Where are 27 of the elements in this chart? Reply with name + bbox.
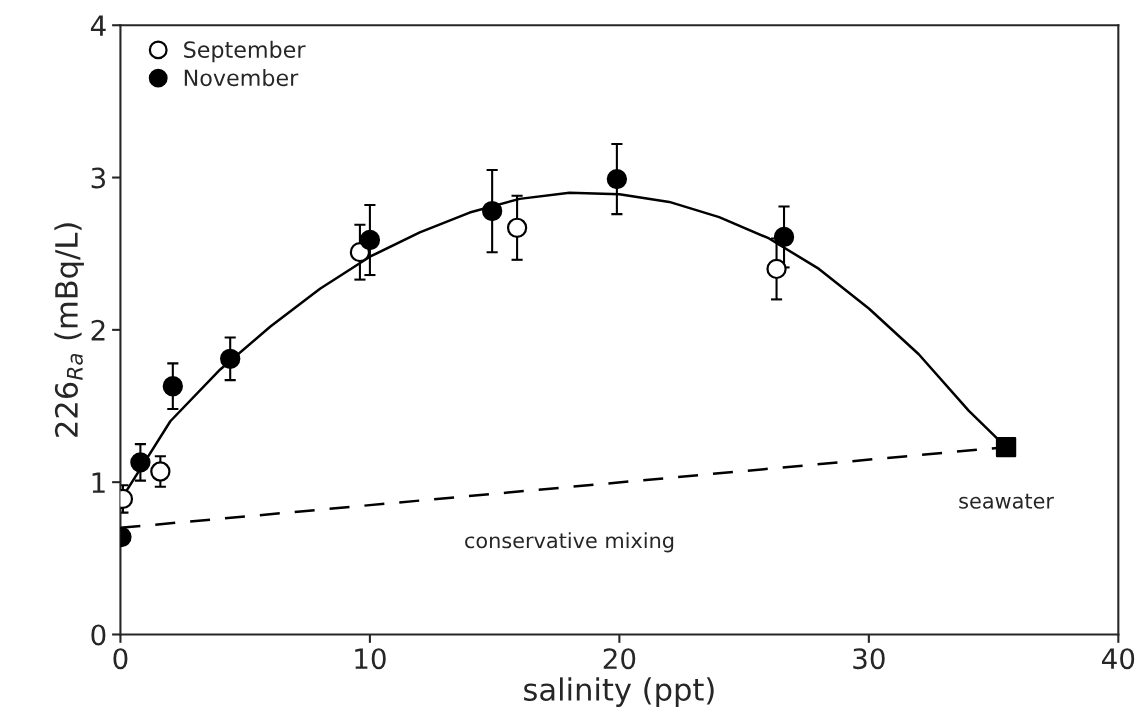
annotation: conservative mixing — [465, 532, 674, 553]
point — [162, 376, 183, 397]
y-tick-label: 3 — [91, 167, 106, 189]
annotation: seawater — [959, 493, 1054, 509]
y-axis-title: 226$_{Ra}$ (mBq/L) — [54, 223, 84, 437]
x-tick-label: 20 — [603, 648, 636, 670]
point — [995, 436, 1017, 458]
y-tick-label: 1 — [92, 472, 105, 493]
legend-label: November — [184, 68, 299, 87]
point — [220, 348, 241, 369]
point — [506, 217, 528, 238]
y-tick-label: 4 — [90, 15, 106, 36]
point — [150, 461, 171, 482]
point — [130, 452, 151, 473]
legend-label: September — [184, 40, 306, 63]
point — [773, 226, 795, 248]
point — [606, 168, 628, 190]
point — [359, 229, 381, 251]
x-tick-label: 0 — [113, 648, 128, 670]
y-tick-label: 2 — [91, 319, 105, 341]
point — [481, 200, 503, 222]
x-tick-label: 10 — [355, 648, 386, 670]
point — [766, 258, 787, 280]
x-tick-label: 40 — [1102, 648, 1135, 670]
x-axis-title: salinity (ppt) — [524, 677, 714, 707]
y-tick-label: 0 — [91, 624, 106, 646]
x-tick-label: 30 — [853, 648, 885, 670]
